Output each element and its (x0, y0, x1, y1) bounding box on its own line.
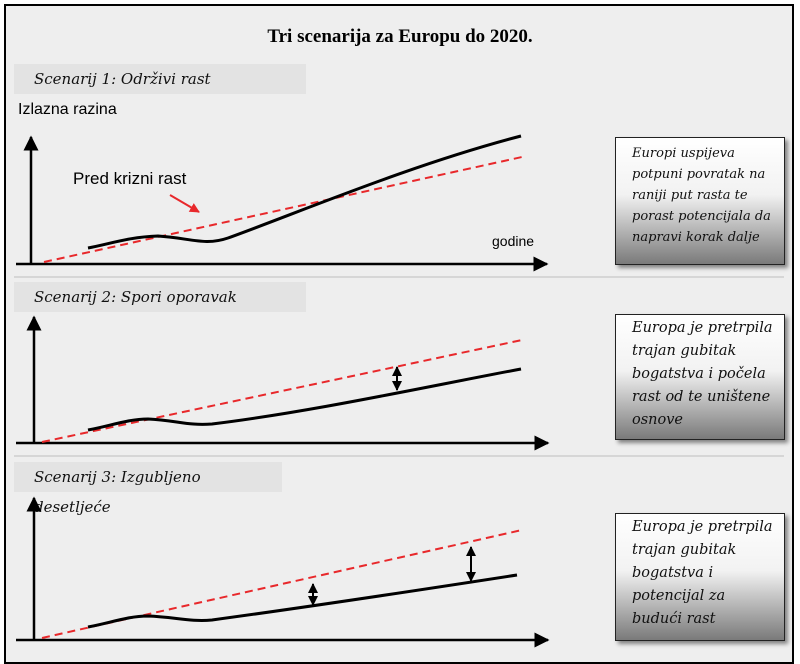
precrisis-trend-line (41, 339, 523, 443)
scenario-3-chart (16, 496, 550, 648)
scenario-1-chart (16, 134, 549, 272)
diagram-title: Tri scenarija za Europu do 2020. (267, 26, 533, 47)
scenario-2-description: Europa je pretrpila trajan gubitak bogat… (615, 314, 785, 440)
output-path (87, 573, 518, 629)
scenario-2-chart (16, 315, 550, 451)
scenario-2-heading: Scenarij 2: Spori oporavak (14, 282, 306, 312)
scenario-3-heading: Scenarij 3: Izgubljeno desetljeće (14, 462, 282, 516)
precrisis-pointer-arrow (169, 194, 200, 213)
output-path (87, 134, 522, 250)
x-axis-label: godine (492, 233, 535, 249)
section-divider (14, 276, 784, 278)
precrisis-trend-line (43, 156, 523, 263)
output-path (87, 367, 522, 432)
scenario-3-description: Europa je pretrpila trajan gubitak bogat… (615, 513, 785, 641)
scenario-1-description: Europi uspijeva potpuni povratak na rani… (615, 137, 785, 265)
scenario-1-heading: Scenarij 1: Održivi rast (14, 64, 306, 94)
y-axis-label: Izlazna razina (18, 101, 117, 118)
section-divider (14, 455, 784, 457)
precrisis-growth-label: Pred krizni rast (73, 169, 187, 188)
